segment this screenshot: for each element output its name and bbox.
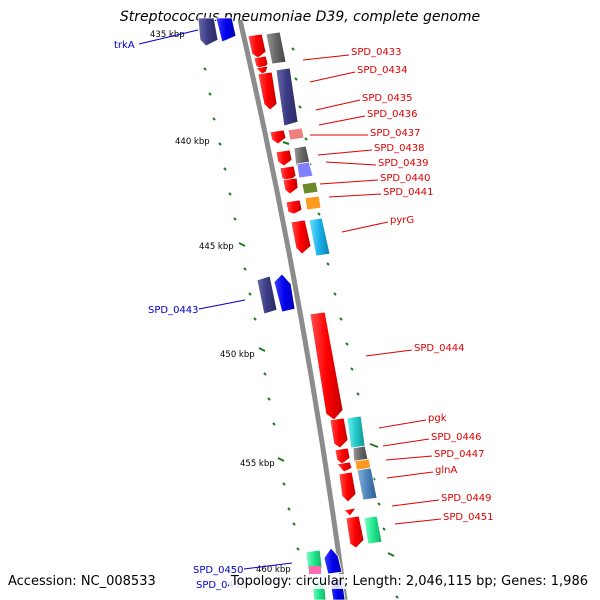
label-SPD_0433: SPD_0433: [351, 47, 402, 58]
kbp-label-450: 450 kbp: [220, 350, 255, 360]
gene-SPD_0449[interactable]: [343, 507, 357, 517]
label-SPD_0452: SPD_0452: [196, 580, 247, 591]
genome-backbone: [237, 19, 348, 600]
gene-SPD_0451-red[interactable]: [345, 515, 365, 549]
gene-trkA-2[interactable]: [215, 17, 237, 43]
gene-SPD_0450-b[interactable]: [323, 547, 343, 575]
gene-pgk[interactable]: [346, 415, 366, 449]
gene-SPD_0451[interactable]: [363, 515, 383, 545]
gene-glnA-red[interactable]: [338, 471, 357, 503]
gene-SPD_0441-orange[interactable]: [304, 195, 322, 211]
label-SPD_0447: SPD_0447: [434, 449, 485, 460]
kbp-label-435: 435 kbp: [150, 30, 185, 40]
gene-trkA[interactable]: [197, 17, 219, 47]
gene-SPD_0434[interactable]: [275, 67, 299, 127]
label-SPD_0437: SPD_0437: [370, 128, 421, 139]
gene-SPD_0441[interactable]: [285, 199, 303, 215]
gene-SPD_0433[interactable]: [247, 33, 267, 59]
gene-SPD_0443[interactable]: [256, 275, 278, 315]
gene-pyrG[interactable]: [308, 217, 331, 257]
label-SPD_0439: SPD_0439: [378, 158, 429, 169]
gene-SPD_0439[interactable]: [275, 149, 293, 167]
gene-SPD_0450[interactable]: [305, 549, 323, 571]
label-SPD_0449: SPD_0449: [441, 493, 492, 504]
kbp-label-455: 455 kbp: [240, 459, 275, 469]
gene-SPD_0443-b[interactable]: [273, 273, 296, 313]
gene-SPD_0452[interactable]: [309, 566, 321, 574]
gene-SPD_0435[interactable]: [257, 71, 278, 111]
label-SPD_0435: SPD_0435: [362, 93, 413, 104]
label-SPD_0440: SPD_0440: [380, 173, 431, 184]
gene-SPD_0447-red[interactable]: [336, 461, 353, 473]
gene-SPD_0438[interactable]: [296, 161, 314, 179]
kbp-label-445: 445 kbp: [199, 242, 234, 252]
gene-SPD_0444[interactable]: [309, 311, 344, 421]
label-SPD_0434: SPD_0434: [357, 65, 408, 76]
forward-strand-genes: [247, 31, 383, 549]
gene-pgk-red[interactable]: [329, 417, 349, 449]
topology-text: Topology: circular; Length: 2,046,115 bp…: [228, 574, 590, 589]
gene-pyrG-red[interactable]: [290, 219, 312, 255]
gene-SPD_0437[interactable]: [269, 129, 287, 145]
label-pyrG: pyrG: [390, 215, 414, 226]
gene-SPD_0434-b[interactable]: [255, 65, 269, 75]
gene-SPD_0446-red[interactable]: [334, 447, 351, 465]
label-SPD_0451: SPD_0451: [443, 512, 494, 523]
label-trkA: trkA: [114, 40, 135, 51]
label-SPD_0441: SPD_0441: [383, 187, 434, 198]
kbp-label-460: 460 kbp: [256, 565, 291, 575]
gene-SPD_0433-grey[interactable]: [265, 31, 287, 65]
kbp-labels: 435 kbp 440 kbp 445 kbp 450 kbp 455 kbp …: [150, 30, 291, 575]
gene-SPD_0436[interactable]: [287, 127, 305, 141]
label-SPD_0438: SPD_0438: [374, 143, 425, 154]
gene-labels: SPD_0433 SPD_0434 SPD_0435 SPD_0436 SPD_…: [114, 40, 494, 591]
label-SPD_0450: SPD_0450: [193, 565, 244, 576]
label-pgk: pgk: [428, 413, 447, 424]
kbp-label-440: 440 kbp: [175, 137, 210, 147]
gene-SPD_0440-b[interactable]: [282, 177, 299, 195]
label-SPD_0443: SPD_0443: [148, 305, 199, 316]
gene-SPD_0438-grey[interactable]: [293, 145, 311, 167]
reverse-strand-genes: [197, 17, 346, 600]
gene-glnA[interactable]: [356, 467, 378, 501]
label-glnA: glnA: [435, 465, 457, 476]
label-SPD_0446: SPD_0446: [431, 432, 482, 443]
label-SPD_0444: SPD_0444: [414, 343, 465, 354]
label-SPD_0436: SPD_0436: [367, 109, 418, 120]
accession-text: Accession: NC_008533: [8, 574, 156, 589]
gene-SPD_0441-green[interactable]: [301, 181, 319, 195]
